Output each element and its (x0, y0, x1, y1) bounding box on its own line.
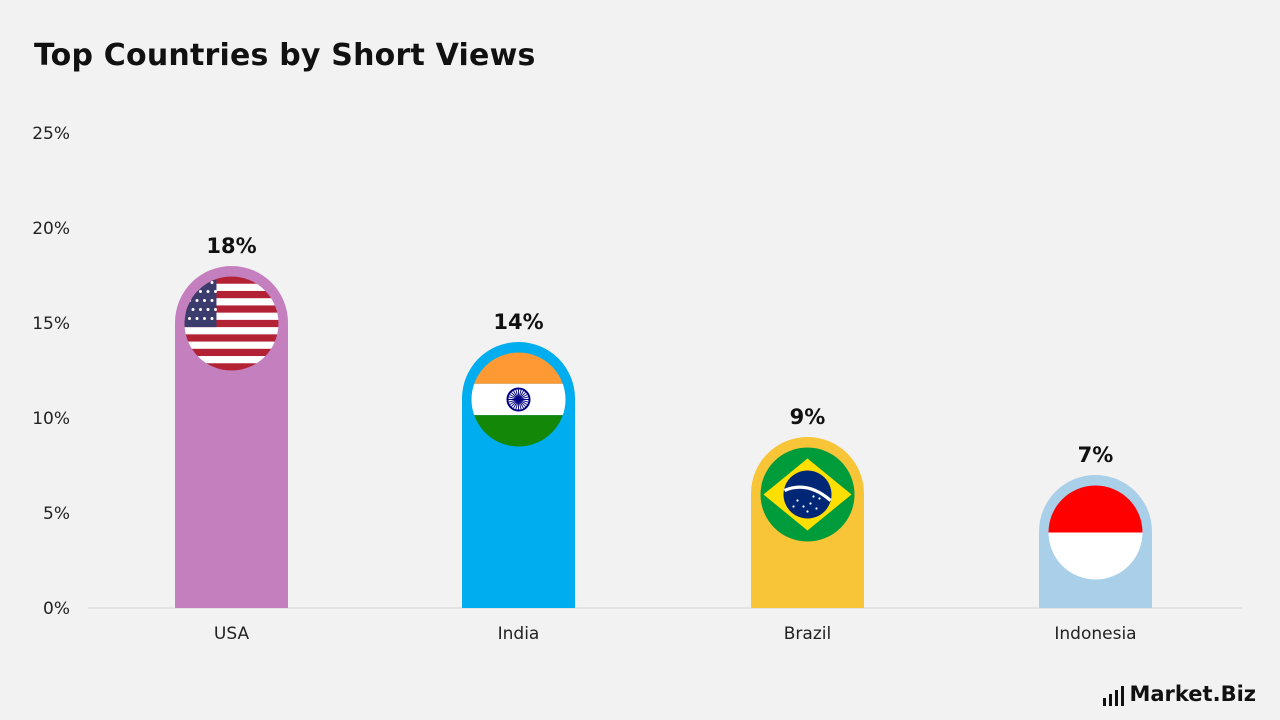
brazil-flag-icon (760, 447, 855, 542)
data-label: 7% (1078, 443, 1114, 467)
y-tick-label: 20% (32, 219, 70, 239)
usa-flag-icon (184, 276, 279, 371)
data-label: 9% (790, 405, 826, 429)
x-tick-label: Indonesia (1054, 624, 1136, 644)
brand-bars-icon (1103, 686, 1125, 706)
y-tick-label: 0% (43, 599, 70, 619)
x-tick-label: India (498, 624, 540, 644)
brand-name: Market.Biz (1129, 682, 1256, 706)
x-tick-label: Brazil (784, 624, 831, 644)
chart-title: Top Countries by Short Views (34, 38, 536, 73)
data-label: 14% (493, 310, 543, 334)
x-tick-label: USA (214, 624, 250, 644)
data-label: 18% (206, 234, 256, 258)
y-tick-label: 15% (32, 314, 70, 334)
y-tick-label: 10% (32, 409, 70, 429)
brand-logo: Market.Biz (1099, 682, 1256, 706)
y-tick-label: 25% (32, 124, 70, 144)
y-tick-label: 5% (43, 504, 70, 524)
